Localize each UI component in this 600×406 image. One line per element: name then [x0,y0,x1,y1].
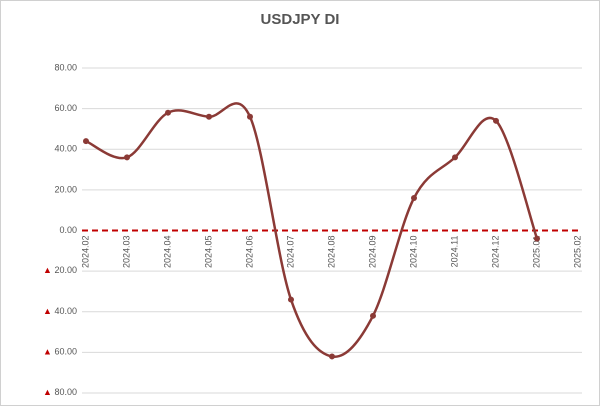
y-tick-label: ▲ 40.00 [43,306,77,316]
x-tick-label: 2024.10 [408,236,418,269]
data-point [329,353,335,360]
y-tick-label: 20.00 [54,184,77,194]
x-tick-label: 2024.08 [326,236,336,269]
chart-title: USDJPY DI [261,11,340,28]
y-tick-label: 80.00 [54,62,77,72]
data-point [288,296,294,303]
x-tick-label: 2024.04 [162,236,172,269]
data-point [452,154,458,161]
data-point [124,154,130,161]
y-tick-label: ▲ 60.00 [43,347,77,357]
data-point [206,113,212,120]
x-tick-label: 2024.12 [490,236,500,269]
x-tick-label: 2024.05 [203,236,213,269]
data-point [493,117,499,124]
y-tick-label: 0.00 [59,225,77,235]
x-tick-label: 2025.01 [531,236,541,269]
x-tick-label: 2025.02 [572,236,582,269]
data-point [370,312,376,319]
y-tick-label: ▲ 20.00 [43,266,77,276]
y-tick-label: 40.00 [54,144,77,154]
data-point [534,235,540,242]
x-tick-label: 2024.02 [80,236,90,269]
data-point [83,138,89,145]
data-point [411,195,417,201]
x-tick-label: 2024.07 [285,236,295,269]
y-tick-label: ▲ 80.00 [43,387,77,397]
y-tick-label: 60.00 [54,103,77,113]
x-tick-label: 2024.03 [121,236,131,269]
x-tick-label: 2024.06 [244,236,254,269]
data-point [165,109,171,116]
data-point [247,113,253,120]
x-tick-label: 2024.09 [367,236,377,269]
x-tick-label: 2024.11 [449,236,459,268]
